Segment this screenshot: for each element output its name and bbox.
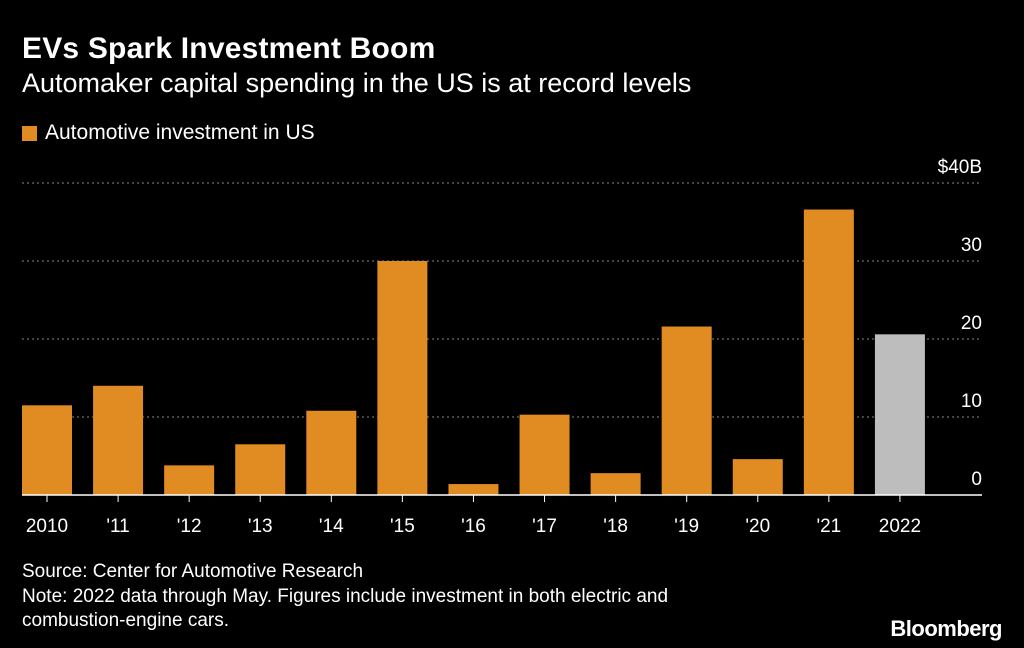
y-tick-label: 0 [971,469,982,490]
x-tick-label: '15 [390,516,415,537]
x-tick-label: 2010 [26,516,68,537]
x-tick-label: '17 [532,516,557,537]
bar [235,444,286,495]
chart-subtitle: Automaker capital spending in the US is … [22,68,692,98]
bar [803,209,854,495]
note-text-line1: Note: 2022 data through May. Figures inc… [22,586,669,607]
y-tick-label: 20 [961,313,982,334]
x-tick-label: '11 [106,516,129,537]
x-tick-label: '21 [816,516,841,537]
x-tick-label: '13 [248,516,273,537]
bar [661,326,712,495]
y-tick-label: $40B [938,157,982,178]
note-text-line2: combustion-engine cars. [22,610,229,631]
y-tick-label: 30 [961,235,982,256]
bar [519,414,570,495]
legend: Automotive investment in US [22,121,315,145]
bar [93,385,144,495]
x-tick-label: '19 [674,516,699,537]
bar [732,459,783,495]
y-tick-label: 10 [961,391,982,412]
legend-label: Automotive investment in US [45,121,315,144]
bar [22,405,72,495]
bloomberg-logo: Bloomberg [890,616,1002,641]
x-tick-label: '16 [461,516,486,537]
x-tick-label: 2022 [879,516,921,537]
source-text: Source: Center for Automotive Research [22,561,364,582]
bar [306,410,357,495]
x-tick-label: '20 [745,516,770,537]
x-tick-label: '14 [319,516,344,537]
x-tick-label: '18 [603,516,628,537]
bar [590,473,641,495]
x-tick-label: '12 [177,516,202,537]
bar [874,334,925,495]
bar [164,465,215,495]
bar [377,261,428,495]
legend-swatch [22,125,37,141]
bar [448,484,499,495]
chart-title: EVs Spark Investment Boom [22,32,436,65]
